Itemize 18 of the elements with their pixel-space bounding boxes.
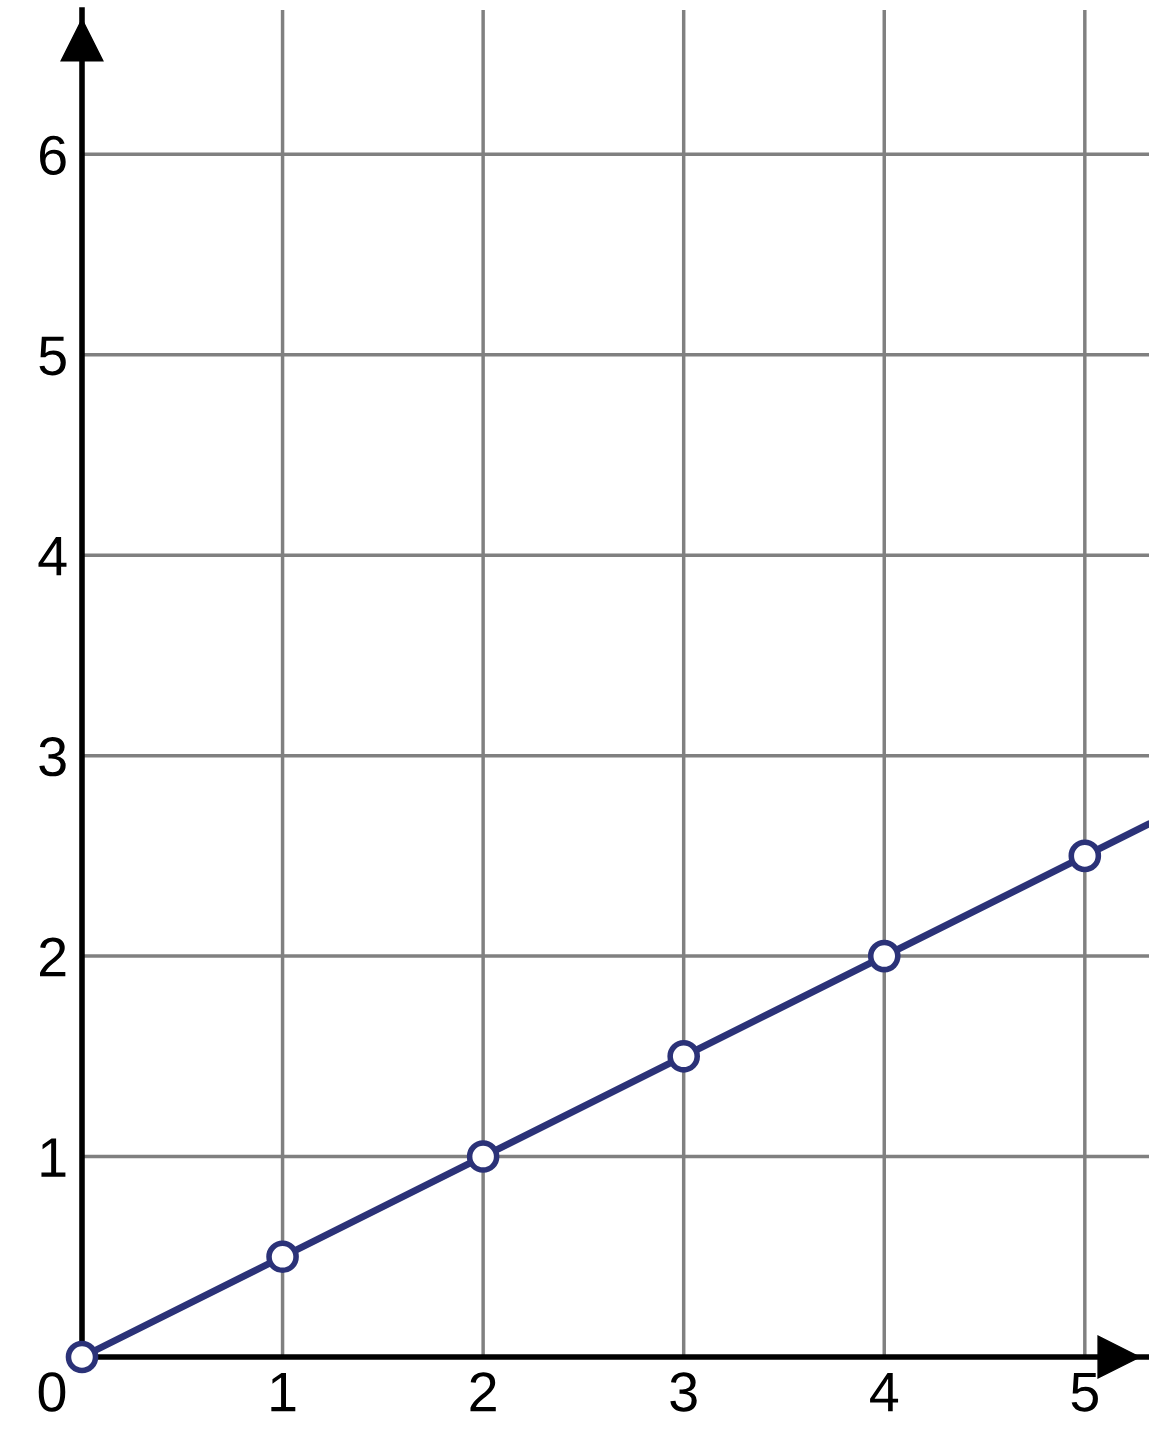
x-tick-label: 4 (870, 1372, 899, 1412)
x-tick-label: 0 (38, 1372, 66, 1412)
y-tick-label: 6 (40, 135, 66, 175)
point (1068, 839, 1102, 873)
x-tick-label: 2 (470, 1372, 496, 1412)
x-tick-label: 3 (670, 1372, 697, 1412)
point (667, 1040, 701, 1073)
point (266, 1240, 299, 1274)
y-tick-label: 2 (40, 937, 66, 977)
point (867, 939, 901, 973)
y-tick-label: 1 (41, 1138, 66, 1177)
point (466, 1140, 500, 1173)
y-tick-label: 4 (38, 537, 67, 576)
y-tick-label: 5 (39, 336, 66, 376)
x-tick-label: 5 (1071, 1372, 1098, 1412)
y-tick-label: 3 (39, 737, 66, 777)
point (65, 1340, 99, 1374)
x-tick-label: 1 (271, 1372, 296, 1412)
